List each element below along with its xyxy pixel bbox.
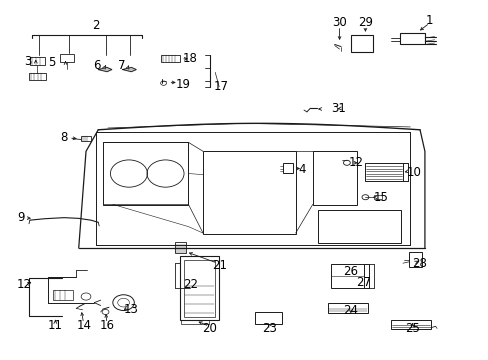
Bar — [60, 54, 74, 62]
Bar — [399, 33, 424, 44]
Text: 20: 20 — [202, 322, 216, 335]
Bar — [30, 57, 44, 65]
Text: 29: 29 — [357, 17, 372, 30]
Text: 25: 25 — [405, 322, 419, 335]
Text: 4: 4 — [298, 163, 305, 176]
Text: 23: 23 — [262, 322, 277, 335]
Text: 17: 17 — [213, 80, 228, 93]
Text: 31: 31 — [330, 103, 345, 116]
Bar — [328, 303, 367, 314]
Bar — [255, 312, 282, 324]
Text: 7: 7 — [118, 59, 125, 72]
Bar — [160, 55, 180, 62]
Text: 10: 10 — [406, 166, 421, 179]
Text: 3: 3 — [24, 55, 31, 68]
Bar — [81, 136, 91, 141]
Bar — [373, 195, 382, 199]
Text: 28: 28 — [411, 257, 426, 270]
Text: 8: 8 — [61, 131, 68, 144]
Text: 2: 2 — [92, 19, 100, 32]
Text: 15: 15 — [373, 191, 387, 204]
Bar — [180, 256, 219, 320]
Bar — [53, 290, 73, 300]
Text: 26: 26 — [343, 265, 358, 278]
Text: 11: 11 — [48, 319, 62, 332]
Bar — [175, 242, 185, 253]
Bar — [282, 163, 293, 173]
Text: 1: 1 — [425, 14, 433, 27]
Text: 24: 24 — [343, 305, 358, 318]
Text: 22: 22 — [183, 278, 198, 291]
Bar — [330, 264, 364, 288]
Text: 6: 6 — [93, 59, 101, 72]
Bar — [365, 163, 403, 181]
Bar — [183, 260, 215, 317]
Text: 30: 30 — [331, 17, 346, 30]
Text: 21: 21 — [211, 259, 226, 272]
Bar — [29, 73, 46, 80]
Text: 19: 19 — [176, 78, 191, 91]
Text: 5: 5 — [48, 56, 56, 69]
Polygon shape — [98, 67, 112, 72]
Text: 14: 14 — [77, 319, 92, 332]
Text: 27: 27 — [355, 276, 370, 289]
Text: 16: 16 — [99, 319, 114, 332]
Bar — [103, 142, 188, 205]
Bar — [203, 151, 295, 234]
Text: 9: 9 — [18, 211, 25, 224]
Text: 18: 18 — [182, 51, 197, 64]
Text: 13: 13 — [123, 303, 139, 316]
Bar — [350, 36, 372, 51]
Text: 12: 12 — [348, 156, 364, 169]
Bar — [317, 211, 400, 243]
Bar — [312, 151, 356, 205]
Bar — [181, 320, 209, 324]
Bar — [408, 252, 421, 267]
Text: 12: 12 — [17, 278, 32, 291]
Bar — [390, 320, 430, 329]
Polygon shape — [122, 67, 136, 72]
